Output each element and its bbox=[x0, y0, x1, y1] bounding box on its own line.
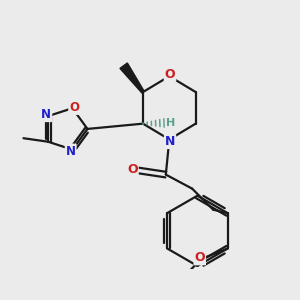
Text: N: N bbox=[41, 108, 51, 121]
Text: N: N bbox=[165, 135, 175, 148]
Text: N: N bbox=[66, 145, 76, 158]
Text: O: O bbox=[194, 251, 205, 264]
Text: O: O bbox=[127, 163, 138, 176]
Polygon shape bbox=[120, 63, 144, 93]
Text: H: H bbox=[166, 118, 175, 128]
Text: O: O bbox=[165, 68, 175, 81]
Text: O: O bbox=[69, 101, 79, 114]
